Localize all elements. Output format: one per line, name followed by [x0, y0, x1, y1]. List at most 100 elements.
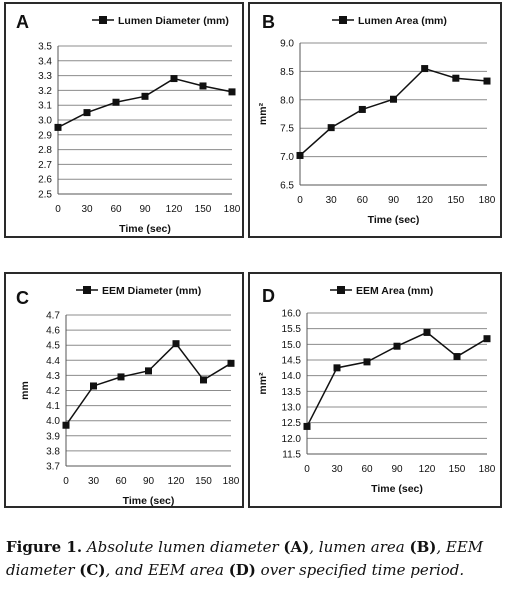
y-tick-label: 3.9	[46, 431, 60, 442]
data-point	[358, 105, 366, 113]
data-point	[327, 124, 335, 132]
caption-part: (C)	[79, 561, 106, 579]
data-point	[303, 422, 311, 430]
y-tick-label: 3.5	[38, 42, 52, 53]
caption-part: , EEM diameter	[6, 538, 484, 579]
y-tick-label: 12.0	[282, 434, 302, 445]
y-tick-label: 2.7	[38, 160, 52, 171]
legend-marker	[99, 16, 107, 24]
x-tick-label: 0	[55, 204, 61, 215]
y-tick-label: 4.1	[46, 401, 60, 412]
data-point	[421, 65, 429, 73]
data-point	[483, 335, 491, 343]
y-tick-label: 8.5	[280, 67, 294, 78]
data-point	[393, 342, 401, 350]
chart-panel-a: A Lumen Diameter (mm) 2.5 2.6 2.7 2.8 2.9 3.0 3.…	[4, 2, 244, 238]
y-tick-label: 14.5	[282, 356, 302, 367]
y-tick-label: 13.0	[282, 403, 302, 414]
y-tick-label: 11.5	[282, 450, 301, 461]
panel-letter: C	[16, 288, 29, 308]
x-tick-label: 90	[388, 195, 400, 206]
x-tick-label: 120	[416, 195, 433, 206]
caption-body: Absolute lumen diameter (A), lumen area …	[6, 538, 483, 579]
y-axis-title: mm	[19, 381, 31, 400]
y-tick-label: 9.0	[280, 39, 294, 50]
data-point	[390, 95, 397, 103]
y-tick-label: 4.7	[46, 311, 60, 322]
x-tick-label: 120	[419, 464, 436, 475]
x-tick-label: 150	[195, 204, 212, 215]
chart-panel-b: B Lumen Area (mm) 6.5 7.0 7.5 8.0 8.5 9.0 0 30 60 9…	[248, 2, 502, 238]
caption-part: , and EEM area	[105, 561, 229, 579]
caption-part: Absolute lumen diameter	[82, 538, 284, 556]
x-tick-label: 180	[223, 476, 240, 487]
data-point	[141, 92, 149, 100]
legend-label: EEM Diameter (mm)	[102, 285, 201, 297]
x-tick-label: 60	[357, 195, 369, 206]
y-tick-label: 3.8	[46, 446, 60, 457]
x-tick-label: 180	[479, 464, 496, 475]
x-tick-label: 90	[143, 476, 155, 487]
x-tick-label: 30	[331, 464, 343, 475]
chart-panel-c: C EEM Diameter (mm) 3.7 3.8 3.9 4.0 4.1 4.2 4.3 4…	[4, 272, 244, 508]
data-point	[228, 88, 236, 96]
x-axis-title: Time (sec)	[371, 483, 423, 495]
chart-c-svg: C EEM Diameter (mm) 3.7 3.8 3.9 4.0 4.1 4.2 4.3 4…	[16, 285, 240, 506]
y-tick-label: 2.9	[38, 130, 52, 141]
y-tick-label: 3.4	[38, 56, 52, 67]
y-tick-label: 4.4	[46, 356, 60, 367]
y-tick-label: 2.8	[38, 145, 52, 156]
x-tick-label: 30	[81, 204, 93, 215]
data-point	[296, 151, 304, 159]
data-point	[62, 421, 70, 429]
data-point	[200, 376, 207, 384]
chart-a-svg: A Lumen Diameter (mm) 2.5 2.6 2.7 2.8 2.9 3.0 3.…	[16, 12, 241, 235]
data-point	[83, 109, 91, 117]
x-tick-label: 150	[449, 464, 466, 475]
x-tick-label: 0	[304, 464, 310, 475]
data-point	[363, 358, 371, 366]
x-tick-label: 0	[297, 195, 303, 206]
chart-b-svg: B Lumen Area (mm) 6.5 7.0 7.5 8.0 8.5 9.0 0 30 60 9…	[257, 12, 496, 226]
y-tick-label: 7.0	[280, 152, 294, 163]
data-point	[54, 123, 62, 131]
figure-caption: Figure 1. Absolute lumen diameter (A), l…	[6, 536, 502, 582]
y-tick-label: 4.0	[46, 416, 60, 427]
x-tick-label: 90	[139, 204, 151, 215]
y-tick-label: 12.5	[282, 418, 302, 429]
data-point	[170, 75, 178, 83]
y-tick-label: 4.2	[46, 386, 60, 397]
data-point	[452, 74, 460, 82]
x-tick-label: 60	[361, 464, 373, 475]
x-axis-title: Time (sec)	[368, 214, 420, 226]
data-point	[90, 382, 97, 390]
data-point	[199, 82, 207, 90]
chart-panel-d: D EEM Area (mm) 11.5 12.0 12.5 13.0 13.5 14.0 14…	[248, 272, 502, 508]
y-tick-label: 3.2	[38, 86, 52, 97]
panel-letter: B	[262, 12, 275, 32]
legend-marker	[339, 16, 347, 24]
y-tick-label: 2.5	[38, 190, 52, 201]
data-point	[172, 340, 180, 348]
caption-part: (B)	[409, 538, 437, 556]
x-tick-label: 150	[195, 476, 212, 487]
caption-part: , lumen area	[309, 538, 410, 556]
caption-part: (A)	[283, 538, 310, 556]
y-tick-label: 3.7	[46, 462, 60, 473]
y-tick-label: 2.6	[38, 175, 52, 186]
legend-label: Lumen Diameter (mm)	[118, 15, 229, 27]
x-tick-label: 30	[88, 476, 100, 487]
x-tick-label: 60	[110, 204, 122, 215]
legend-label: EEM Area (mm)	[356, 285, 433, 297]
caption-part: over specified time period.	[255, 561, 465, 579]
data-point	[227, 359, 235, 367]
x-tick-label: 120	[166, 204, 183, 215]
x-tick-label: 150	[447, 195, 464, 206]
x-tick-label: 120	[168, 476, 185, 487]
data-point	[117, 373, 125, 381]
y-tick-label: 16.0	[282, 309, 302, 320]
panel-letter: D	[262, 286, 275, 306]
x-tick-label: 0	[63, 476, 69, 487]
legend-marker	[83, 286, 91, 294]
y-tick-label: 13.5	[282, 387, 302, 398]
